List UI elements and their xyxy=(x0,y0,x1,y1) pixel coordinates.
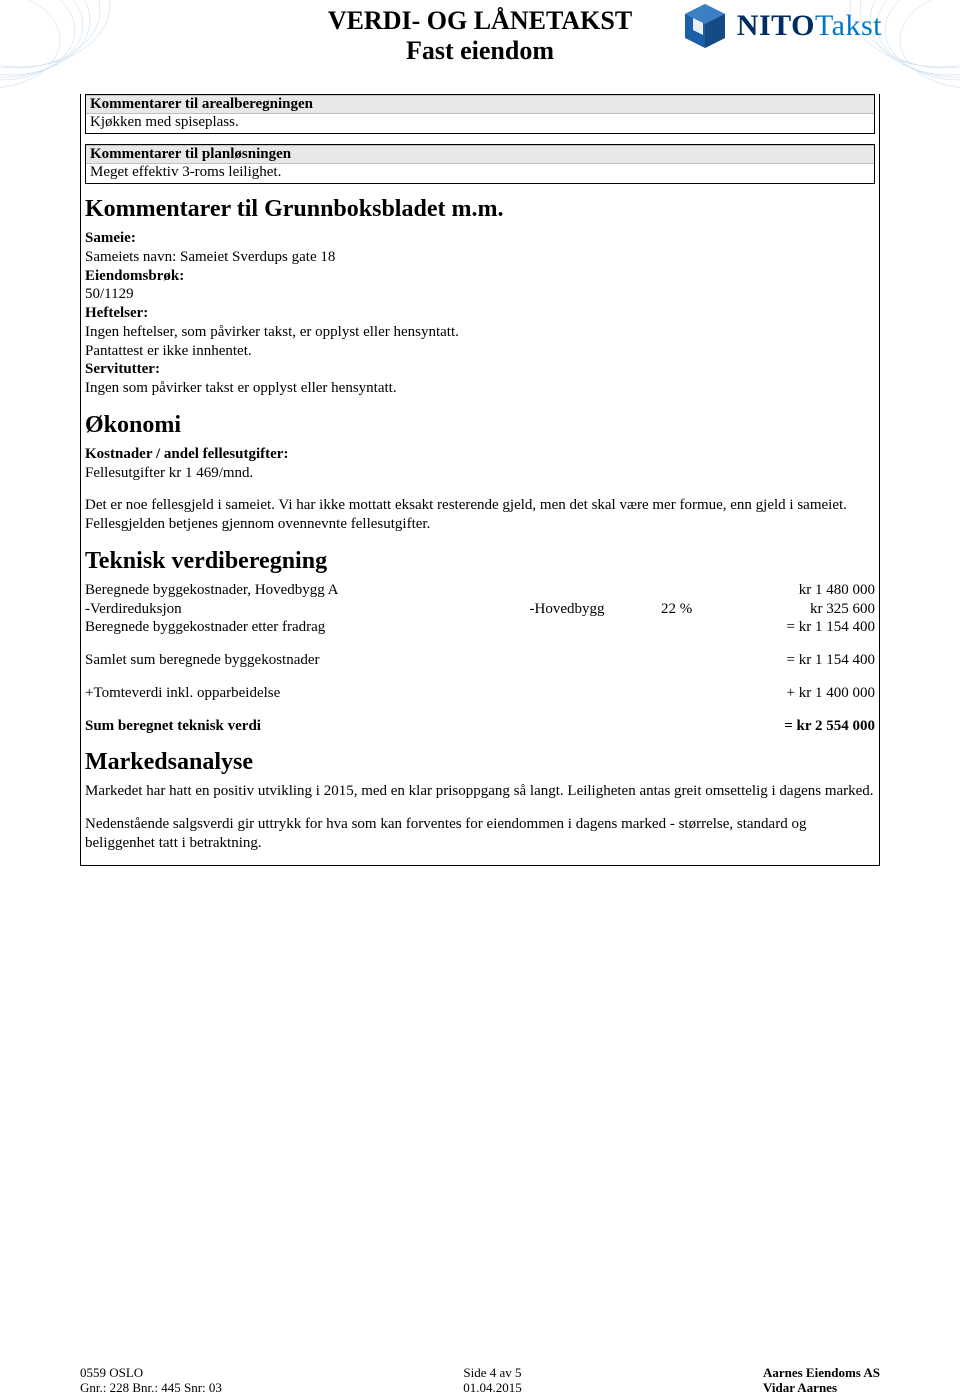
sameie-label: Sameie: xyxy=(85,229,875,248)
footer-right-line2: Vidar Aarnes xyxy=(763,1380,880,1396)
eiendomsbrok-label: Eiendomsbrøk: xyxy=(85,267,875,286)
areal-comment-header: Kommentarer til arealberegningen xyxy=(86,95,874,114)
pantattest-text: Pantattest er ikke innhentet. xyxy=(85,342,875,361)
table-row: +Tomteverdi inkl. opparbeidelse + kr 1 4… xyxy=(85,684,875,703)
sameiets-navn-value: Sameiet Sverdups gate 18 xyxy=(180,249,335,265)
footer-right: Aarnes Eiendoms AS Vidar Aarnes xyxy=(763,1365,880,1396)
areal-comment-body: Kjøkken med spiseplass. xyxy=(86,114,874,133)
logo-text-takst: Takst xyxy=(815,9,882,42)
main-content-border: Kommentarer til arealberegningen Kjøkken… xyxy=(80,94,880,866)
okonomi-body: Kostnader / andel fellesutgifter: Felles… xyxy=(81,445,879,546)
footer-mid-line2: 01.04.2015 xyxy=(463,1380,522,1396)
teknisk-calc-table: Beregnede byggekostnader, Hovedbygg A kr… xyxy=(85,581,875,736)
table-row: Samlet sum beregnede byggekostnader = kr… xyxy=(85,651,875,670)
calc-c2: -Hovedbygg xyxy=(530,600,662,619)
teknisk-body: Beregnede byggekostnader, Hovedbygg A kr… xyxy=(81,581,879,748)
calc-label: -Verdireduksjon xyxy=(85,600,530,619)
footer-left-line2: Gnr.: 228 Bnr.: 445 Snr: 03 xyxy=(80,1380,222,1396)
calc-c3 xyxy=(661,618,716,637)
nito-takst-logo: NITOTakst xyxy=(679,0,882,52)
okonomi-paragraph: Det er noe fellesgjeld i sameiet. Vi har… xyxy=(85,496,875,534)
footer-mid-line1: Side 4 av 5 xyxy=(463,1365,522,1381)
plan-comment-box: Kommentarer til planløsningen Meget effe… xyxy=(85,144,875,184)
tomteverdi-value: + kr 1 400 000 xyxy=(716,684,875,703)
heftelser-value: Ingen heftelser, som påvirker takst, er … xyxy=(85,323,875,342)
calc-value: kr 1 480 000 xyxy=(716,581,875,600)
calc-c3 xyxy=(661,581,716,600)
table-row: -Verdireduksjon -Hovedbygg 22 % kr 325 6… xyxy=(85,600,875,619)
plan-comment-header: Kommentarer til planløsningen xyxy=(86,145,874,164)
sameiets-navn-label: Sameiets navn: xyxy=(85,249,176,265)
calc-value: = kr 1 154 400 xyxy=(716,618,875,637)
logo-cube-icon xyxy=(679,0,731,52)
calc-label: Beregnede byggekostnader etter fradrag xyxy=(85,618,530,637)
footer-left-line1: 0559 OSLO xyxy=(80,1365,222,1381)
samlet-value: = kr 1 154 400 xyxy=(716,651,875,670)
marked-p1: Markedet har hatt en positiv utvikling i… xyxy=(85,782,875,801)
teknisk-heading: Teknisk verdiberegning xyxy=(81,546,879,581)
marked-p2: Nedenstående salgsverdi gir uttrykk for … xyxy=(85,815,875,853)
eiendomsbrok-value: 50/1129 xyxy=(85,285,875,304)
samlet-label: Samlet sum beregnede byggekostnader xyxy=(85,651,716,670)
heftelser-label: Heftelser: xyxy=(85,304,875,323)
kostnader-label: Kostnader / andel fellesutgifter: xyxy=(85,445,875,464)
footer-left: 0559 OSLO Gnr.: 228 Bnr.: 445 Snr: 03 xyxy=(80,1365,222,1396)
servitutter-label: Servitutter: xyxy=(85,360,875,379)
grunnbok-heading: Kommentarer til Grunnboksbladet m.m. xyxy=(81,194,879,229)
table-row: Beregnede byggekostnader etter fradrag =… xyxy=(85,618,875,637)
grunnbok-body: Sameie: Sameiets navn: Sameiet Sverdups … xyxy=(81,229,879,410)
marked-body: Markedet har hatt en positiv utvikling i… xyxy=(81,782,879,864)
calc-value: kr 325 600 xyxy=(716,600,875,619)
calc-c2 xyxy=(530,581,662,600)
areal-comment-box: Kommentarer til arealberegningen Kjøkken… xyxy=(85,94,875,134)
tomteverdi-label: +Tomteverdi inkl. opparbeidelse xyxy=(85,684,716,703)
logo-text-nito: NITO xyxy=(737,9,815,42)
kostnader-value: Fellesutgifter kr 1 469/mnd. xyxy=(85,464,875,483)
table-row: Sum beregnet teknisk verdi = kr 2 554 00… xyxy=(85,717,875,736)
calc-c2 xyxy=(530,618,662,637)
document-header: VERDI- OG LÅNETAKST Fast eiendom NITOTak… xyxy=(0,0,960,90)
footer-middle: Side 4 av 5 01.04.2015 xyxy=(463,1365,522,1396)
sum-value: = kr 2 554 000 xyxy=(716,717,875,736)
calc-c3: 22 % xyxy=(661,600,716,619)
okonomi-heading: Økonomi xyxy=(81,410,879,445)
sum-label: Sum beregnet teknisk verdi xyxy=(85,717,716,736)
footer-right-line1: Aarnes Eiendoms AS xyxy=(763,1365,880,1381)
plan-comment-body: Meget effektiv 3-roms leilighet. xyxy=(86,164,874,183)
servitutter-value: Ingen som påvirker takst er opplyst elle… xyxy=(85,379,875,398)
table-row: Beregnede byggekostnader, Hovedbygg A kr… xyxy=(85,581,875,600)
marked-heading: Markedsanalyse xyxy=(81,747,879,782)
page-footer: 0559 OSLO Gnr.: 228 Bnr.: 445 Snr: 03 Si… xyxy=(80,1365,880,1396)
calc-label: Beregnede byggekostnader, Hovedbygg A xyxy=(85,581,530,600)
